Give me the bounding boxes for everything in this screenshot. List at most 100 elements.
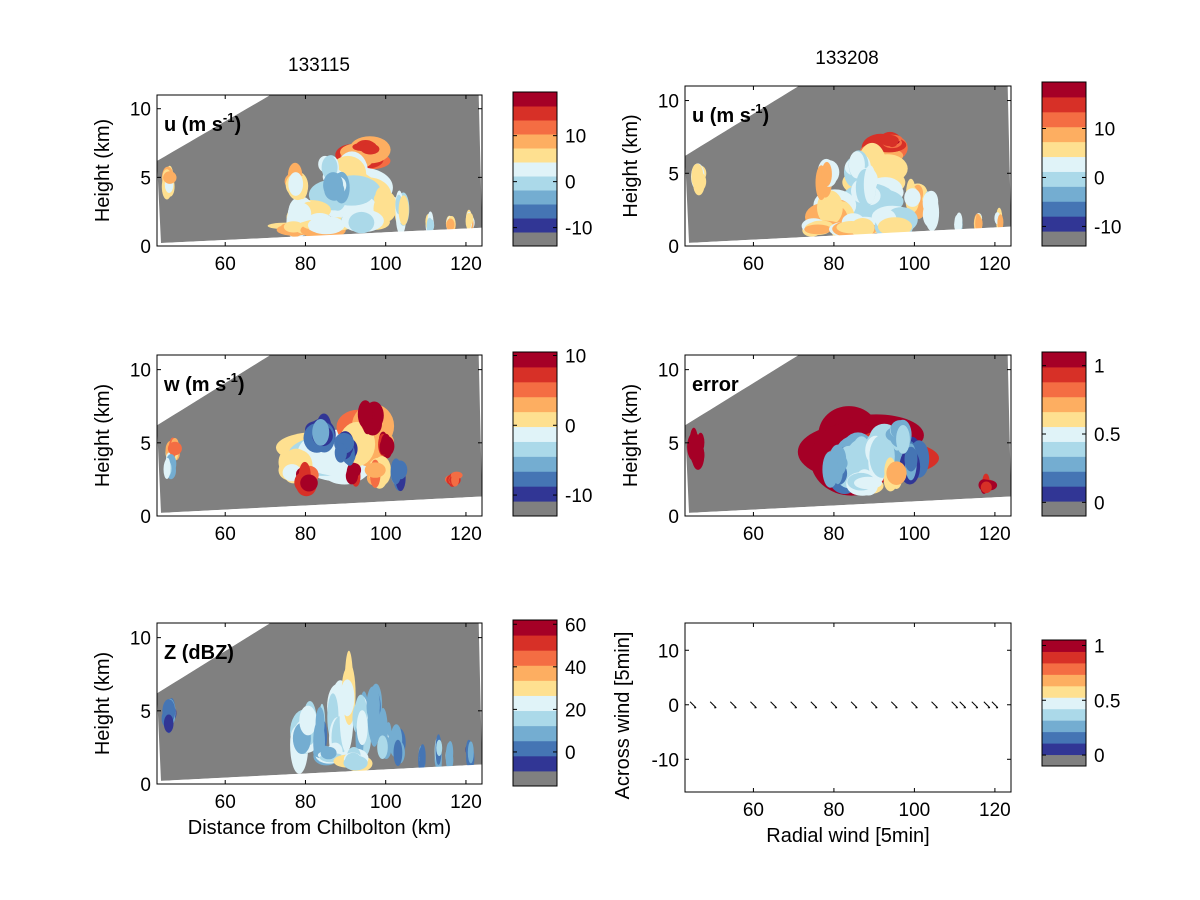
panel-title: 133115 — [288, 55, 350, 76]
colorbar-swatch — [513, 148, 557, 163]
sky-region — [157, 95, 271, 161]
x-tick-label: 60 — [215, 524, 236, 545]
colorbar-swatch — [1042, 156, 1086, 172]
sky-region — [157, 355, 271, 426]
colorbar-tick-label: 0 — [1094, 746, 1105, 767]
ground-region — [157, 227, 482, 246]
x-tick-label: 120 — [979, 524, 1011, 545]
colorbar: 00.51 — [1041, 351, 1120, 517]
y-tick-label: -10 — [652, 750, 679, 771]
y-tick-label: 10 — [130, 361, 151, 382]
colorbar-swatch — [1042, 731, 1086, 744]
x-tick-label: 60 — [215, 254, 236, 275]
axes-frame — [684, 622, 1012, 793]
colorbar-tick-label: 0 — [565, 416, 576, 437]
colorbar-swatch — [1042, 685, 1086, 698]
colorbar-swatch — [513, 411, 557, 428]
colorbar-swatch — [1042, 201, 1086, 217]
y-axis-label: Across wind [5min] — [612, 632, 634, 800]
y-tick-label: 5 — [668, 434, 679, 455]
axes-frame — [684, 85, 1012, 247]
y-axis-label: Height (km) — [92, 652, 114, 755]
colorbar-tick-label: 1 — [1094, 357, 1105, 378]
colorbar-swatch — [513, 456, 557, 472]
y-tick-label: 10 — [658, 641, 679, 662]
colorbar-swatch — [513, 665, 557, 681]
colorbar-tick-label: 10 — [565, 127, 586, 148]
colorbar-swatch — [513, 120, 557, 135]
axes-frame — [156, 622, 483, 785]
colorbar-swatch — [513, 650, 557, 666]
colorbar-swatch — [513, 680, 557, 696]
colorbar-tick-label: 0 — [1094, 168, 1105, 189]
colorbar: -10 0 10 — [512, 346, 592, 517]
colorbar-swatch — [1042, 111, 1086, 128]
colorbar-swatch — [1042, 501, 1086, 517]
colorbar-swatch — [513, 441, 557, 457]
x-tick-label: 100 — [370, 254, 402, 275]
colorbar-swatch — [1042, 216, 1086, 232]
colorbar-swatch — [513, 162, 557, 177]
colorbar-swatch — [1042, 754, 1086, 767]
colorbar-tick-label: 10 — [565, 346, 586, 367]
colorbar-swatch — [1042, 411, 1086, 428]
y-tick-label: 0 — [140, 775, 151, 796]
colorbar-swatch — [513, 755, 557, 772]
colorbar-swatch — [513, 501, 557, 517]
axes-frame — [156, 94, 483, 247]
wind-vector — [911, 701, 918, 709]
colorbar-swatch — [513, 366, 557, 383]
wind-vector — [729, 701, 737, 709]
colorbar-swatch — [513, 106, 557, 121]
colorbar-swatch — [1042, 352, 1086, 368]
colorbar-swatch — [1042, 674, 1086, 687]
colorbar-swatch — [1042, 171, 1086, 187]
y-axis-label: Height (km) — [620, 114, 642, 217]
y-tick-label: 5 — [140, 434, 151, 455]
colorbar-swatch — [513, 725, 557, 742]
x-tick-label: 100 — [370, 524, 402, 545]
y-tick-label: 10 — [130, 629, 151, 650]
x-tick-label: 100 — [899, 524, 931, 545]
y-tick-label: 10 — [130, 100, 151, 121]
y-tick-label: 0 — [140, 507, 151, 528]
colorbar-swatch — [513, 232, 557, 247]
panel-label: w (m s-1) — [163, 370, 244, 396]
colorbar-swatch — [513, 695, 557, 712]
colorbar-swatch — [1042, 381, 1086, 398]
y-axis-label: Height (km) — [92, 384, 114, 487]
colorbar-swatch — [1042, 186, 1086, 202]
colorbar-swatch — [1042, 366, 1086, 383]
ground-region — [685, 496, 1011, 516]
x-tick-label: 80 — [295, 254, 316, 275]
colorbar-swatch — [1042, 231, 1086, 247]
x-tick-label: 100 — [899, 800, 931, 821]
panel-label: error — [692, 374, 739, 396]
colorbar-swatch — [513, 471, 557, 487]
colorbar-swatch — [1042, 662, 1086, 675]
panel-label: Z (dBZ) — [164, 642, 234, 664]
colorbar-swatch — [513, 486, 557, 502]
colorbar-swatch — [1042, 126, 1086, 143]
x-tick-label: 120 — [979, 254, 1011, 275]
colorbar-tick-label: 60 — [565, 615, 586, 636]
y-tick-label: 0 — [668, 696, 679, 717]
x-tick-label: 120 — [450, 524, 482, 545]
sky-region — [685, 355, 799, 426]
colorbar-tick-label: 1 — [1094, 636, 1105, 657]
x-tick-label: 80 — [823, 800, 844, 821]
y-tick-label: 5 — [140, 702, 151, 723]
colorbar-swatch — [1042, 708, 1086, 721]
colorbar: -10 0 10 — [1041, 81, 1121, 247]
wind-vectors — [689, 701, 999, 709]
colorbar-tick-label: -10 — [1094, 217, 1121, 238]
y-tick-label: 0 — [668, 237, 679, 258]
colorbar-swatch — [1042, 96, 1086, 113]
wind-vector — [870, 701, 878, 709]
x-tick-label: 60 — [743, 254, 764, 275]
colorbar-swatch — [513, 620, 557, 636]
colorbar: -10 0 10 — [512, 91, 592, 247]
colorbar-tick-label: -10 — [565, 486, 592, 507]
